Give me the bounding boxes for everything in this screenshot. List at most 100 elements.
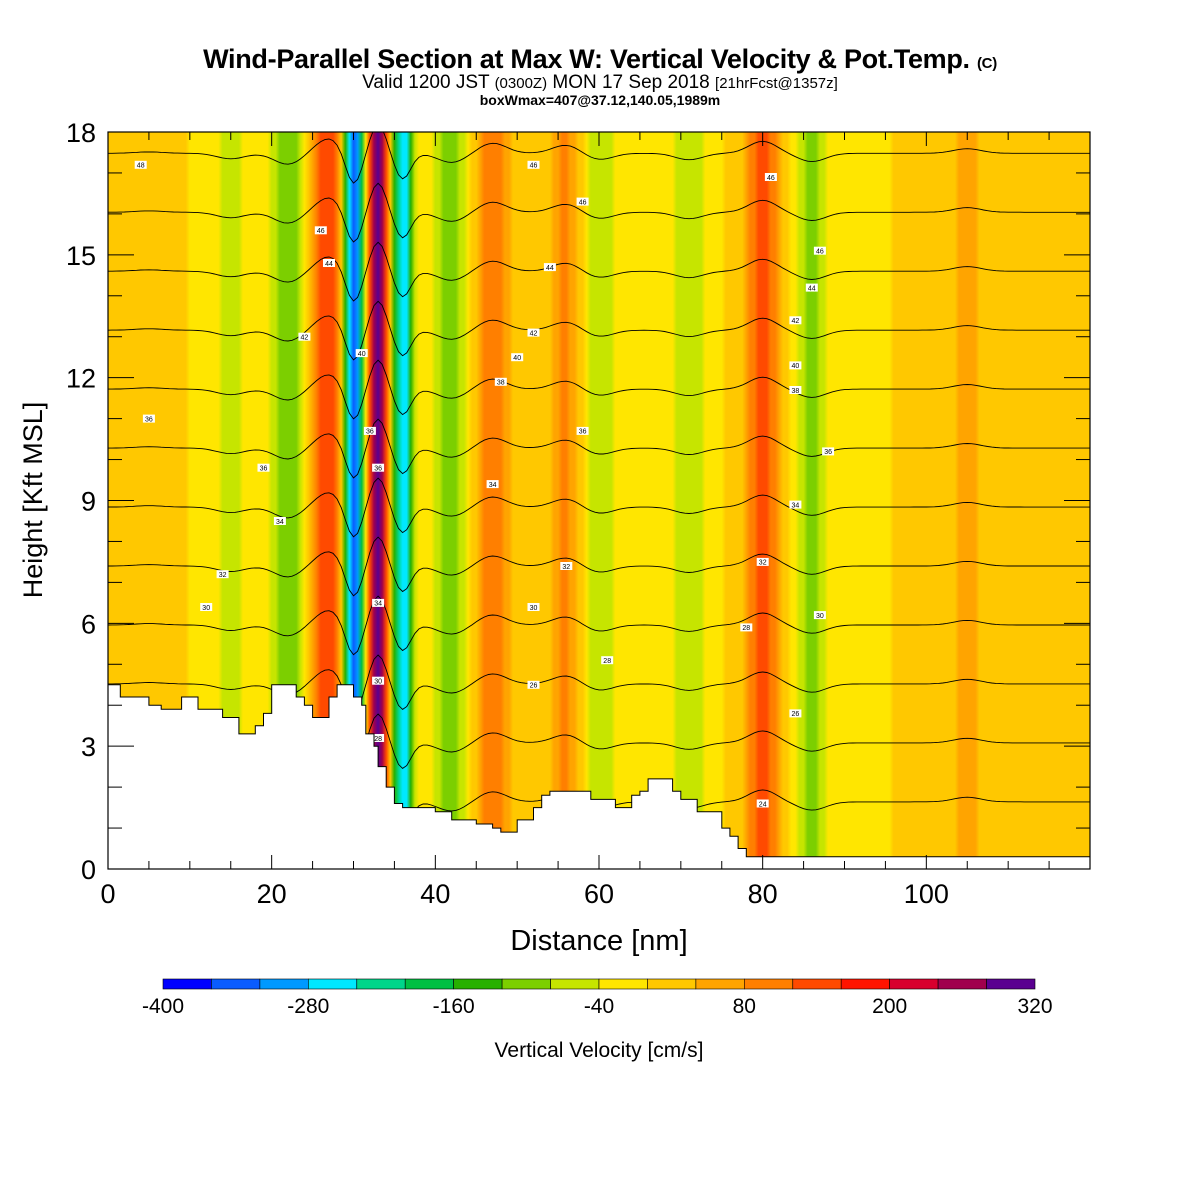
colorbar-tick-label: -40 — [584, 995, 614, 1018]
theta-contour-32 — [108, 536, 1090, 597]
x-tick-label: 40 — [420, 879, 450, 909]
colorbar-label: Vertical Velocity [cm/s] — [495, 1039, 704, 1062]
contour-label: 40 — [792, 363, 800, 370]
contour-label: 46 — [767, 175, 775, 182]
colorbar-tick-label: 80 — [733, 995, 756, 1018]
contour-label: 44 — [325, 261, 333, 268]
colorbar-segment — [937, 978, 987, 990]
contour-label: 38 — [497, 380, 505, 387]
contour-label-box — [527, 680, 540, 689]
contour-label-box — [789, 386, 802, 394]
contour-label: 30 — [374, 679, 382, 686]
x-tick-label: 0 — [100, 879, 115, 909]
contour-label-box — [134, 160, 147, 169]
contour-label-box — [494, 377, 507, 386]
contour-label-box — [576, 197, 589, 206]
contour-label-box — [789, 709, 802, 718]
contour-label-box — [298, 332, 311, 341]
contour-label-box — [789, 316, 802, 325]
contour-label: 42 — [301, 335, 309, 342]
contour-label: 44 — [808, 285, 816, 292]
contour-label: 36 — [824, 449, 832, 456]
contour-label: 44 — [546, 265, 554, 272]
contour-label-box — [527, 160, 540, 169]
contour-label-box — [527, 328, 540, 337]
contour-label: 42 — [530, 330, 538, 337]
contour-label: 46 — [530, 163, 538, 170]
contour-label-box — [372, 734, 385, 742]
colorbar-segment — [840, 978, 890, 990]
contour-label: 48 — [137, 163, 145, 170]
contour-label: 34 — [276, 519, 284, 526]
colorbar-segment — [307, 978, 357, 990]
contour-label-box — [764, 173, 777, 181]
contour-label: 34 — [374, 601, 382, 608]
contour-label-box — [200, 603, 213, 611]
y-tick-label: 6 — [81, 609, 96, 639]
contour-label: 36 — [145, 416, 153, 423]
contour-label-box — [740, 623, 753, 632]
contour-label: 32 — [219, 572, 227, 579]
colorbar-tick-label: -280 — [287, 995, 329, 1018]
colorbar-tick-label: -160 — [433, 995, 475, 1018]
colorbar-segment — [356, 978, 406, 990]
contour-label: 46 — [816, 249, 824, 256]
colorbar-segment — [550, 978, 600, 990]
colorbar-segment — [986, 978, 1036, 990]
contour-label: 36 — [579, 429, 587, 436]
contour-label-box — [756, 799, 769, 808]
contour-label-box — [756, 557, 769, 566]
colorbar-tick-label: 200 — [872, 995, 907, 1018]
valid-time-line: Valid 1200 JST (0300Z) MON 17 Sep 2018 [… — [362, 72, 838, 93]
terrain-mask — [107, 684, 1091, 870]
contour-label: 46 — [579, 199, 587, 206]
contour-label: 40 — [513, 355, 521, 362]
contour-label-box — [486, 480, 499, 489]
contour-label-box — [216, 570, 229, 579]
contour-label-box — [314, 226, 327, 235]
x-tick-label: 100 — [904, 879, 949, 909]
contour-label-box — [363, 426, 376, 435]
x-tick-label: 20 — [257, 879, 287, 909]
y-tick-label: 0 — [81, 855, 96, 885]
colorbar-segment — [404, 978, 454, 990]
colorbar-segment — [792, 978, 842, 990]
contour-label: 38 — [792, 388, 800, 395]
contour-label-box — [822, 447, 835, 456]
contour-label: 40 — [358, 351, 366, 358]
contour-label-box — [372, 676, 385, 685]
y-tick-label: 15 — [66, 241, 96, 271]
contour-labels: 48 46 46 46 46 44 44 46 44 42 42 42 40 40 40 38 38 36 36 36… — [134, 160, 835, 808]
contour-label-box — [576, 426, 589, 435]
y-tick-label: 3 — [81, 732, 96, 762]
contour-label-box — [323, 259, 335, 267]
contour-label-box — [601, 656, 614, 665]
contour-label-box — [355, 349, 368, 358]
theta-contour-40 — [108, 300, 1090, 361]
box-info: boxWmax=407@37.12,140.05,1989m — [479, 92, 721, 108]
contour-label-box — [560, 562, 573, 570]
x-tick-label: 80 — [748, 879, 778, 909]
theta-contour-48 — [108, 112, 1090, 125]
contour-label-box — [813, 246, 826, 255]
copyright-mark: (C) — [976, 55, 997, 72]
y-axis-label: Height [Kft MSL] — [18, 402, 48, 599]
colorbar-segment — [647, 978, 697, 990]
colorbar-segment — [889, 978, 939, 990]
contour-label: 30 — [530, 605, 538, 612]
contour-label-box — [789, 361, 802, 370]
contour-label: 28 — [742, 625, 750, 632]
contour-label: 26 — [530, 683, 538, 690]
colorbar-tick-label: -400 — [142, 995, 184, 1018]
contour-label: 24 — [759, 801, 767, 808]
colorbar-segment — [211, 978, 261, 990]
contour-label: 28 — [374, 736, 382, 743]
y-tick-label: 12 — [66, 364, 96, 394]
contour-label-box — [527, 603, 540, 611]
colorbar-segment — [259, 978, 309, 990]
theta-contour-30 — [108, 595, 1090, 656]
contour-label-box — [142, 414, 155, 423]
contour-label: 36 — [260, 466, 268, 473]
